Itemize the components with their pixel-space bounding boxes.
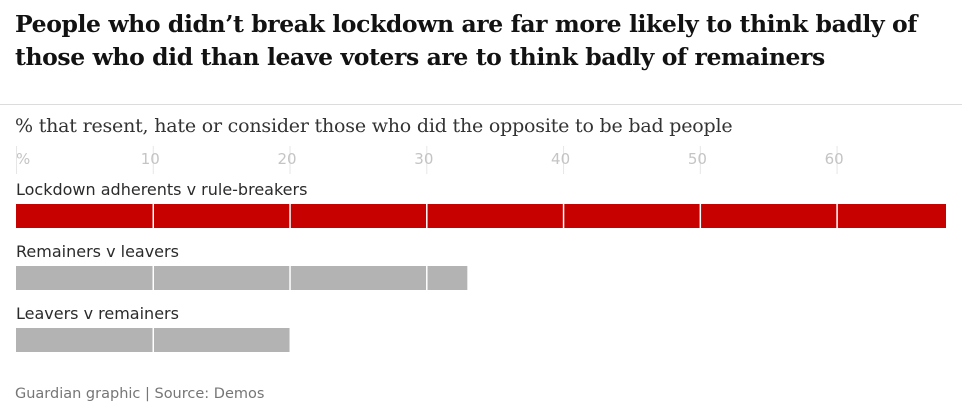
x-axis-tick-label: 60 bbox=[825, 150, 844, 168]
title-divider bbox=[0, 104, 962, 105]
bar-category-label: Lockdown adherents v rule-breakers bbox=[16, 180, 307, 199]
chart-title: People who didn’t break lockdown are far… bbox=[15, 10, 917, 71]
bar bbox=[16, 266, 468, 290]
x-axis-tick-label: 50 bbox=[688, 150, 707, 168]
bar bbox=[16, 204, 946, 228]
x-axis-tick-label: 10 bbox=[141, 150, 160, 168]
bar-category-label: Remainers v leavers bbox=[16, 242, 179, 261]
bar-category-label: Leavers v remainers bbox=[16, 304, 179, 323]
x-axis-unit-label: % bbox=[16, 150, 30, 168]
x-axis-tick-label: 40 bbox=[551, 150, 570, 168]
x-axis-tick-label: 30 bbox=[414, 150, 433, 168]
chart-subtitle: % that resent, hate or consider those wh… bbox=[15, 115, 733, 137]
source-note: Guardian graphic | Source: Demos bbox=[15, 386, 265, 402]
x-axis-tick-label: 20 bbox=[278, 150, 297, 168]
